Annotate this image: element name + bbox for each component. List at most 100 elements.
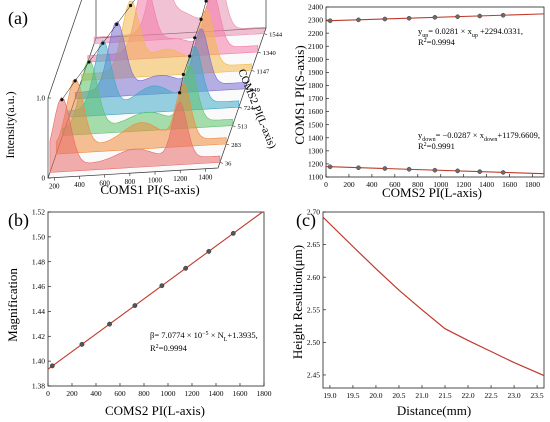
x-tick-label: 200: [66, 389, 78, 398]
x-tick-label: 1400: [209, 389, 224, 398]
y-tick-label: 2000: [308, 55, 323, 64]
y-tick-label: 1.0: [36, 95, 45, 103]
depth-tick-label: 1340: [263, 50, 276, 57]
y-tick-label: 1.38: [32, 382, 45, 391]
y-tick-label: 0: [42, 175, 46, 183]
x-tick-label: 22.0: [461, 391, 474, 400]
data-point: [500, 12, 506, 18]
depth-tick-mark: [251, 70, 255, 72]
data-point: [356, 17, 361, 23]
y-tick-label: 1100: [308, 173, 323, 182]
panel-a-fit-chart: 0 200 400 600 800 1000 1200 1400 1600 1800 1100 120…: [308, 3, 545, 189]
x-tick-label: 19.5: [346, 391, 359, 400]
y-tick-label: 2200: [308, 29, 323, 38]
panel-a-xlabel: COMS1 PI(S-axis): [100, 182, 199, 197]
y-tick-label: 2300: [308, 16, 323, 25]
depth-tick-mark: [263, 33, 268, 35]
x-tick-label: 23.5: [531, 391, 544, 400]
data-point: [406, 15, 412, 21]
depth-tick-label: 724: [244, 105, 255, 112]
x-tick-label: 400: [90, 389, 102, 398]
panel-a2-ylabel: COMS1 PI(S-axis): [292, 45, 307, 144]
data-point: [107, 321, 112, 327]
x-tick-label: 200: [343, 180, 355, 189]
y-tick-label: 1.50: [32, 232, 45, 241]
y-tick-label: 1200: [308, 160, 323, 169]
data-point: [206, 248, 212, 254]
data-point: [159, 283, 165, 289]
y-tick-label: 1700: [308, 94, 323, 103]
data-point: [230, 230, 236, 236]
depth-tick-mark: [257, 51, 261, 54]
y-tick-label: 2.70: [307, 208, 320, 217]
y-tick-label: 1400: [308, 133, 323, 142]
panel-c-chart: 19.0 19.5 20.0 20.5 21.0 21.5 22.0 22.5 23.0 23.5…: [307, 208, 545, 400]
data-point: [477, 13, 483, 19]
depth-tick-label: 283: [231, 142, 241, 149]
y-tick-label: 2.50: [307, 338, 320, 347]
panel-label-a: (a): [8, 8, 28, 29]
data-point: [500, 170, 506, 175]
x-tick-label: 1400: [479, 180, 494, 189]
fit-equation: yup= 0.0281 × xup +2294.0331,: [418, 26, 523, 39]
x-tick-label: 1200: [456, 180, 471, 189]
y-tick-label: 1.40: [32, 357, 45, 366]
panel-c-xlabel: Distance(mm): [397, 403, 471, 418]
x-tick-label: 1000: [433, 180, 448, 189]
y-tick-label: 1300: [308, 146, 323, 155]
x-tick-label: 1000: [161, 389, 176, 398]
y-tick-label: 1800: [308, 81, 323, 90]
x-tick-label: 400: [74, 181, 85, 189]
depth-tick-label: 36: [225, 160, 232, 167]
data-point: [455, 14, 460, 19]
depth-tick-label: 1544: [269, 32, 283, 39]
data-point: [79, 341, 85, 347]
y-tick-label: 1.52: [32, 208, 45, 217]
depth-tick-mark: [245, 88, 249, 91]
x-tick-label: 400: [366, 180, 378, 189]
panel-b-ylabel: Magnification: [5, 268, 20, 342]
x-tick-label: 21.0: [415, 391, 428, 400]
panel-label-b: (b): [8, 210, 29, 231]
x-tick-label: 200: [49, 183, 60, 191]
x-tick-label: 1400: [198, 174, 213, 182]
data-point: [455, 168, 460, 174]
data-point: [382, 166, 388, 171]
x-tick-label: 800: [125, 178, 136, 186]
x-tick-label: 1000: [148, 177, 163, 185]
depth-tick-label: 513: [238, 124, 248, 131]
y-tick-label: 1900: [308, 68, 323, 77]
peak-trace: [179, 0, 207, 93]
side-wall: [47, 0, 97, 178]
y-tick-label: 1.48: [32, 257, 45, 266]
data-point: [382, 16, 388, 22]
data-point: [327, 164, 333, 170]
depth-tick-mark: [226, 143, 230, 146]
y-tick-label: 2.55: [307, 305, 320, 314]
x-tick-label: 19.0: [323, 391, 336, 400]
depth-tick-label: 949: [250, 87, 260, 94]
x-tick-label: 1800: [525, 180, 540, 189]
x-tick-label: 600: [99, 180, 110, 188]
data-point: [432, 167, 438, 173]
panel-a-zlabel: COMS2 PI(L-axis): [235, 67, 278, 150]
fit-r2: R2=0.9991: [418, 141, 455, 151]
panel-a-ylabel: Intensity(a.u.): [3, 91, 17, 158]
spectrum-ribbon: [49, 97, 221, 173]
plot-frame: [47, 211, 265, 387]
depth-tick-label: 1147: [256, 68, 270, 75]
y-tick-label: 2100: [308, 42, 323, 51]
y-tick-label: 1.42: [32, 332, 45, 341]
y-tick-label: 1.44: [32, 307, 45, 316]
fit-r2: R2=0.9994: [150, 343, 188, 353]
panel-label-c: (c): [296, 210, 316, 231]
depth-tick-mark: [219, 162, 224, 164]
panel-b-chart: 0 200 400 600 800 1000 1200 1400 1600 1800 1.38 1.4…: [32, 208, 272, 398]
x-tick-label: 800: [138, 389, 150, 398]
series-line: [322, 216, 545, 377]
x-tick-label: 1800: [257, 389, 272, 398]
x-tick-label: 1600: [233, 389, 248, 398]
data-point: [477, 169, 483, 174]
y-tick-label: 1500: [308, 120, 323, 129]
